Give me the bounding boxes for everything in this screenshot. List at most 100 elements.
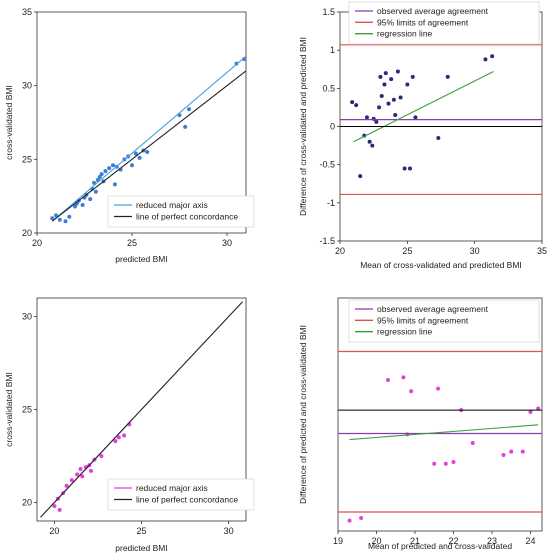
chart4-x-tick-label: 24 xyxy=(525,536,535,546)
chart1-x-tick-label: 30 xyxy=(222,238,232,248)
chart1-y-tick-label: 20 xyxy=(22,228,32,238)
chart4-data-point xyxy=(386,377,391,382)
chart4-data-point xyxy=(536,406,541,411)
chart2-x-tick-label: 35 xyxy=(537,246,547,256)
chart4-data-point xyxy=(509,449,514,454)
chart2-y-tick-label: 1.5 xyxy=(322,7,335,17)
chart3-data-point xyxy=(113,439,118,444)
chart2-data-point xyxy=(374,119,379,124)
chart2-data-point xyxy=(395,69,400,74)
chart3-data-point xyxy=(78,466,83,471)
chart2-data-point xyxy=(370,143,375,148)
chart4-x-tick-label: 21 xyxy=(410,536,420,546)
chart2-y-tick-label: 0.5 xyxy=(322,83,335,93)
chart4-data-point xyxy=(347,518,352,523)
chart2-data-point xyxy=(371,116,376,121)
chart4-data-point xyxy=(443,461,448,466)
chart2-data-point xyxy=(377,105,382,110)
chart2-data-point xyxy=(413,115,418,120)
chart2-data-point xyxy=(393,113,398,118)
chart3-data-point xyxy=(52,504,57,509)
chart2-data-point xyxy=(405,82,410,87)
chart4-x-tick-label: 22 xyxy=(448,536,458,546)
chart1-y-tick-label: 30 xyxy=(22,81,32,91)
chart4-x-axis-label: Mean of predicted and cross-validated xyxy=(368,541,512,551)
chart1-data-point xyxy=(92,180,96,185)
chart3-legend-entry: reduced major axis xyxy=(136,483,208,493)
chart1-data-point xyxy=(50,216,55,221)
chart1-legend-box xyxy=(107,195,255,228)
chart4-legend-entry: observed average agreement xyxy=(377,304,489,314)
chart4-data-point xyxy=(401,375,406,380)
chart2-x-axis-label: Mean of cross-validated and predicted BM… xyxy=(360,260,522,270)
chart2-data-point xyxy=(391,97,396,102)
chart2-y-tick-label: -0.5 xyxy=(319,160,335,170)
chart4-series-line-regression-line xyxy=(349,424,539,441)
chart1-data-point xyxy=(97,175,102,180)
chart4-legend-entry: 95% limits of agreement xyxy=(377,315,469,325)
chart2-data-point xyxy=(408,166,413,171)
chart4-y-axis-label: Difference of predicted and cross-valida… xyxy=(298,325,308,504)
chart2-data-point xyxy=(490,54,495,59)
chart3-data-point xyxy=(75,472,80,477)
chart2-legend-entry: observed average agreement xyxy=(377,6,489,16)
chart2-x-tick-label: 30 xyxy=(470,246,480,256)
chart2-series-line-regression-line xyxy=(353,71,494,143)
chart3-data-point xyxy=(64,483,69,488)
chart3-x-axis-label: predicted BMI xyxy=(115,543,167,553)
chart1-data-point xyxy=(73,204,77,209)
chart3-y-tick-label: 30 xyxy=(22,312,32,322)
chart1-legend-entry: reduced major axis xyxy=(136,200,208,210)
chart3-data-point xyxy=(80,474,85,479)
chart3-y-tick-label: 25 xyxy=(22,405,32,415)
chart1-data-point xyxy=(133,151,138,156)
chart4-data-point xyxy=(528,409,533,414)
chart2-y-tick-label: 1 xyxy=(330,45,335,55)
chart2-data-point xyxy=(379,93,384,98)
chart2-data-point xyxy=(402,166,407,171)
chart1-data-point xyxy=(99,172,104,177)
chart1-data-point xyxy=(63,219,68,224)
chart2-legend-entry: 95% limits of agreement xyxy=(377,17,469,27)
chart4-x-tick-label: 19 xyxy=(333,536,343,546)
chart2-data-point xyxy=(367,139,372,144)
chart1-data-point xyxy=(137,155,142,160)
chart4-legend-box xyxy=(348,299,540,343)
chart2-data-point xyxy=(350,100,355,105)
chart4-data-point xyxy=(520,449,525,454)
chart2-data-point xyxy=(445,74,450,79)
chart2-x-tick-label: 25 xyxy=(402,246,412,256)
chart2-data-point xyxy=(436,135,441,140)
chart1-x-tick-label: 20 xyxy=(32,238,42,248)
chart1-data-point xyxy=(88,197,93,202)
chart2-data-point xyxy=(386,101,391,106)
chart2-data-point xyxy=(378,74,383,79)
chart1-x-axis-label: predicted BMI xyxy=(115,254,167,264)
chart2-data-point xyxy=(389,77,394,82)
chart3-series-line-line-of-perfect-concordance xyxy=(40,301,243,518)
chart4-plot-frame xyxy=(337,297,543,532)
chart4-legend-entry: regression line xyxy=(377,327,433,337)
chart3-data-point xyxy=(69,478,74,483)
chart3-y-tick-label: 20 xyxy=(22,497,32,507)
chart1-data-point xyxy=(93,189,98,194)
chart1-data-point xyxy=(112,182,117,187)
chart3-data-point xyxy=(116,435,121,440)
chart4-data-point xyxy=(470,440,475,445)
chart3-data-point xyxy=(122,433,127,438)
chart1-x-tick-label: 25 xyxy=(127,238,137,248)
chart1-data-point xyxy=(145,149,150,154)
chart3-legend-entry: line of perfect concordance xyxy=(136,495,238,505)
chart3-x-tick-label: 20 xyxy=(49,526,59,536)
chart4-data-point xyxy=(451,459,456,464)
chart1-data-point xyxy=(54,213,58,218)
chart2-y-tick-label: -1.5 xyxy=(319,236,335,246)
chart2-data-point xyxy=(398,95,403,100)
chart1-data-point xyxy=(111,163,115,168)
chart1-data-point xyxy=(183,124,188,129)
chart2-data-point xyxy=(364,115,369,120)
chart2-legend-entry: regression line xyxy=(377,29,433,39)
chart1-data-point xyxy=(67,214,72,219)
chart4-x-tick-label: 20 xyxy=(371,536,381,546)
